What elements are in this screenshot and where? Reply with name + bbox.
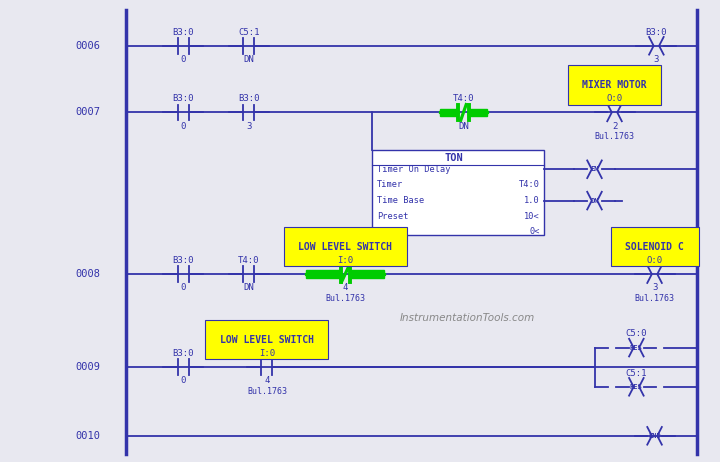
Text: InstrumentationTools.com: InstrumentationTools.com [400,313,535,323]
Text: B3:0: B3:0 [172,349,194,358]
Text: B3:0: B3:0 [646,28,667,36]
Text: 0010: 0010 [76,431,101,441]
Text: Preset: Preset [377,212,408,221]
Text: T4:0: T4:0 [519,181,540,189]
Bar [350,270,384,278]
Text: 1.0: 1.0 [524,196,540,205]
Text: I:0: I:0 [258,349,275,358]
Text: O:0: O:0 [606,94,623,103]
Text: B3:0: B3:0 [172,94,194,103]
Text: 0007: 0007 [76,108,101,117]
Text: DN: DN [243,283,254,292]
Text: 2: 2 [612,122,617,131]
Text: Bul.1763: Bul.1763 [595,133,634,141]
Bar [469,109,487,116]
Text: 0006: 0006 [76,41,101,51]
Text: 0: 0 [181,283,186,292]
FancyBboxPatch shape [372,150,544,235]
Text: T4:0: T4:0 [453,94,474,103]
Text: O:0: O:0 [647,256,662,265]
Text: SOLENOID C: SOLENOID C [625,242,684,252]
Text: C5:0: C5:0 [626,329,647,338]
Text: END: END [648,433,661,439]
Text: Bul.1763: Bul.1763 [325,294,365,303]
Text: 0008: 0008 [76,269,101,279]
Text: B3:0: B3:0 [172,28,194,36]
Text: 4: 4 [343,283,348,292]
Text: RES: RES [630,384,643,390]
Text: DN: DN [243,55,254,64]
Text: 0<: 0< [529,227,540,237]
Text: RES: RES [630,345,643,351]
Text: 3: 3 [246,122,251,131]
Text: 0: 0 [181,122,186,131]
Text: C5:1: C5:1 [238,28,259,36]
Text: EN: EN [590,166,599,172]
Text: 0: 0 [181,377,186,385]
Text: 10<: 10< [524,212,540,221]
Text: TON: TON [444,153,463,164]
Bar [306,270,341,278]
Text: DN: DN [590,198,599,204]
Text: Timer: Timer [377,181,403,189]
Text: 3: 3 [652,283,657,292]
Text: 4: 4 [264,377,269,385]
Text: 0009: 0009 [76,362,101,372]
Text: Bul.1763: Bul.1763 [247,387,287,396]
Text: 0: 0 [181,55,186,64]
Text: DN: DN [458,122,469,131]
Text: LOW LEVEL SWITCH: LOW LEVEL SWITCH [298,242,392,252]
Text: Accum: Accum [377,227,403,237]
Bar [440,109,458,116]
Text: Bul.1763: Bul.1763 [634,294,675,303]
Text: 3: 3 [654,55,659,64]
Text: Timer On Delay: Timer On Delay [377,165,451,174]
Text: Time Base: Time Base [377,196,424,205]
Text: I:0: I:0 [337,256,354,265]
Text: B3:0: B3:0 [238,94,259,103]
Text: C5:1: C5:1 [626,369,647,377]
Text: LOW LEVEL SWITCH: LOW LEVEL SWITCH [220,335,314,345]
Text: B3:0: B3:0 [172,256,194,265]
Text: MIXER MOTOR: MIXER MOTOR [582,80,647,90]
Text: T4:0: T4:0 [238,256,259,265]
